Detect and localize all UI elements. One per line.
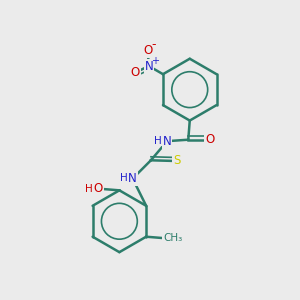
Text: O: O (130, 66, 140, 79)
Text: CH₃: CH₃ (163, 233, 182, 243)
Text: H: H (154, 136, 161, 146)
Text: O: O (94, 182, 103, 195)
Text: O: O (206, 133, 215, 146)
Text: -: - (151, 38, 156, 51)
Text: H: H (120, 173, 128, 183)
Text: H: H (85, 184, 93, 194)
Text: +: + (152, 56, 159, 66)
Text: N: N (163, 135, 172, 148)
Text: N: N (128, 172, 137, 185)
Text: O: O (143, 44, 152, 57)
Text: N: N (145, 60, 153, 73)
Text: S: S (173, 154, 181, 167)
